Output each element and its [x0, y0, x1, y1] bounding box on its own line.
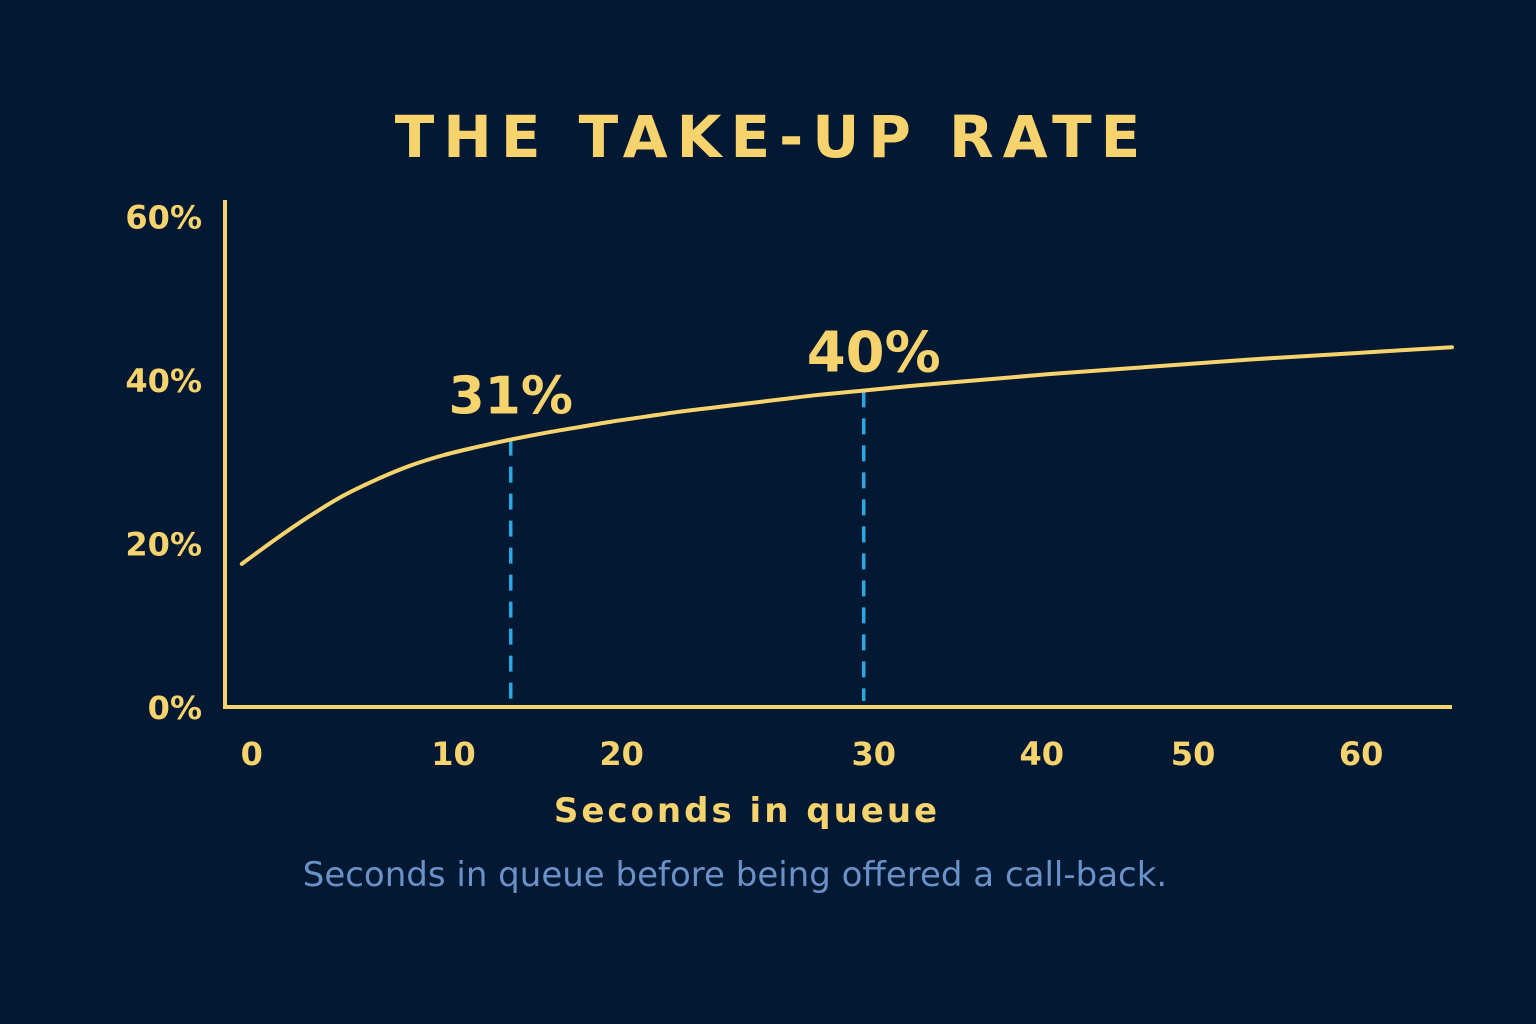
x-tick-label: 40 — [1020, 735, 1065, 773]
x-tick-label: 50 — [1171, 735, 1216, 773]
x-tick-label: 0 — [241, 735, 263, 773]
y-tick-label: 40% — [125, 362, 202, 400]
callout-label: 31% — [449, 367, 573, 427]
x-tick-label: 30 — [851, 735, 896, 773]
chart-caption: Seconds in queue before being offered a … — [303, 855, 1168, 895]
y-tick-label: 60% — [125, 198, 202, 236]
plot-area: 0% 20% 40% 60% 0 10 20 30 40 50 60 31% 40% — [125, 198, 1454, 773]
x-axis-label: Seconds in queue — [554, 791, 940, 831]
y-tick-label: 20% — [125, 525, 202, 563]
callout-label: 40% — [807, 320, 941, 385]
x-tick-label: 20 — [599, 735, 644, 773]
x-tick-label: 10 — [431, 735, 476, 773]
x-tick-label: 60 — [1339, 735, 1384, 773]
y-tick-label: 0% — [148, 689, 202, 727]
chart-title: THE TAKE-UP RATE — [395, 103, 1150, 171]
take-up-rate-line — [239, 345, 1454, 566]
